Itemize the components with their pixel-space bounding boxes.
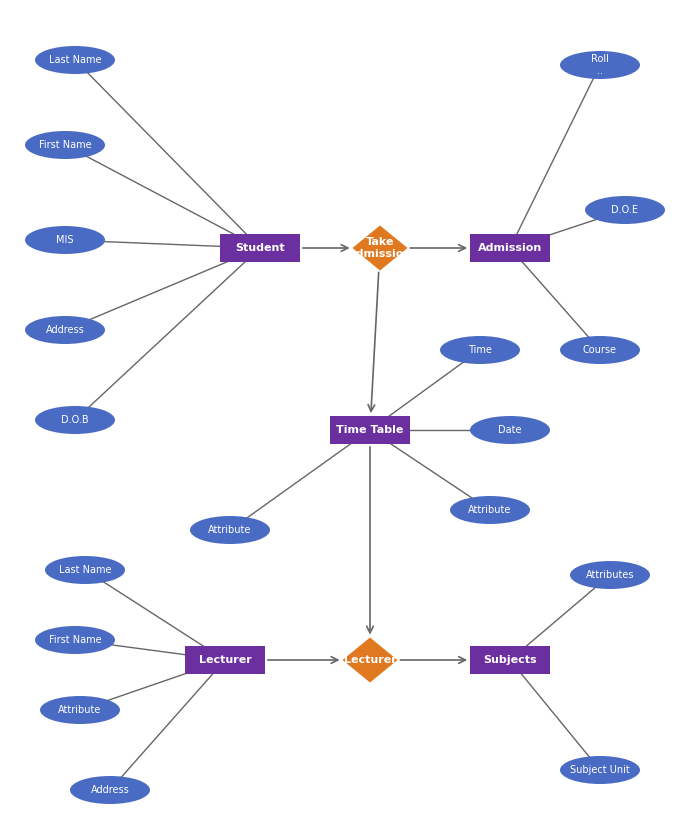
Text: First Name: First Name	[38, 140, 91, 150]
Text: Subjects: Subjects	[483, 655, 537, 665]
Polygon shape	[353, 225, 408, 271]
Ellipse shape	[585, 196, 665, 224]
Ellipse shape	[470, 416, 550, 444]
Text: Last Name: Last Name	[59, 565, 111, 575]
Text: Time Table: Time Table	[336, 425, 403, 435]
Text: D.O.B: D.O.B	[61, 415, 89, 425]
Text: Student: Student	[235, 243, 285, 253]
Text: Admission: Admission	[478, 243, 542, 253]
Ellipse shape	[440, 336, 520, 364]
Ellipse shape	[35, 406, 115, 434]
FancyBboxPatch shape	[330, 416, 410, 444]
Text: D.O.E: D.O.E	[612, 205, 638, 215]
Text: Lecturer: Lecturer	[344, 655, 397, 665]
Text: Address: Address	[90, 785, 129, 795]
Ellipse shape	[45, 556, 125, 584]
Text: Last Name: Last Name	[49, 55, 101, 65]
Ellipse shape	[25, 226, 105, 254]
Ellipse shape	[25, 131, 105, 159]
Text: Date: Date	[498, 425, 522, 435]
Polygon shape	[342, 637, 397, 682]
Text: Take
Admission: Take Admission	[348, 237, 412, 259]
Text: Subject Unit: Subject Unit	[570, 765, 630, 775]
Text: Attribute: Attribute	[469, 505, 512, 515]
Text: Roll
..: Roll ..	[591, 54, 609, 76]
Ellipse shape	[560, 756, 640, 784]
FancyBboxPatch shape	[220, 234, 300, 262]
Text: Lecturer: Lecturer	[199, 655, 251, 665]
Ellipse shape	[570, 561, 650, 589]
FancyBboxPatch shape	[185, 646, 265, 674]
Text: Attribute: Attribute	[208, 525, 251, 535]
Text: MIS: MIS	[56, 235, 74, 245]
Ellipse shape	[35, 626, 115, 654]
Ellipse shape	[40, 696, 120, 724]
Text: Attribute: Attribute	[58, 705, 101, 715]
Text: Address: Address	[46, 325, 84, 335]
Ellipse shape	[560, 336, 640, 364]
Ellipse shape	[35, 46, 115, 74]
FancyBboxPatch shape	[470, 646, 550, 674]
Ellipse shape	[70, 776, 150, 804]
Text: First Name: First Name	[49, 635, 101, 645]
Ellipse shape	[25, 316, 105, 344]
Text: Time: Time	[468, 345, 492, 355]
Text: Course: Course	[583, 345, 617, 355]
Ellipse shape	[190, 516, 270, 544]
Ellipse shape	[450, 496, 530, 524]
FancyBboxPatch shape	[470, 234, 550, 262]
Ellipse shape	[560, 51, 640, 79]
Text: Attributes: Attributes	[586, 570, 634, 580]
